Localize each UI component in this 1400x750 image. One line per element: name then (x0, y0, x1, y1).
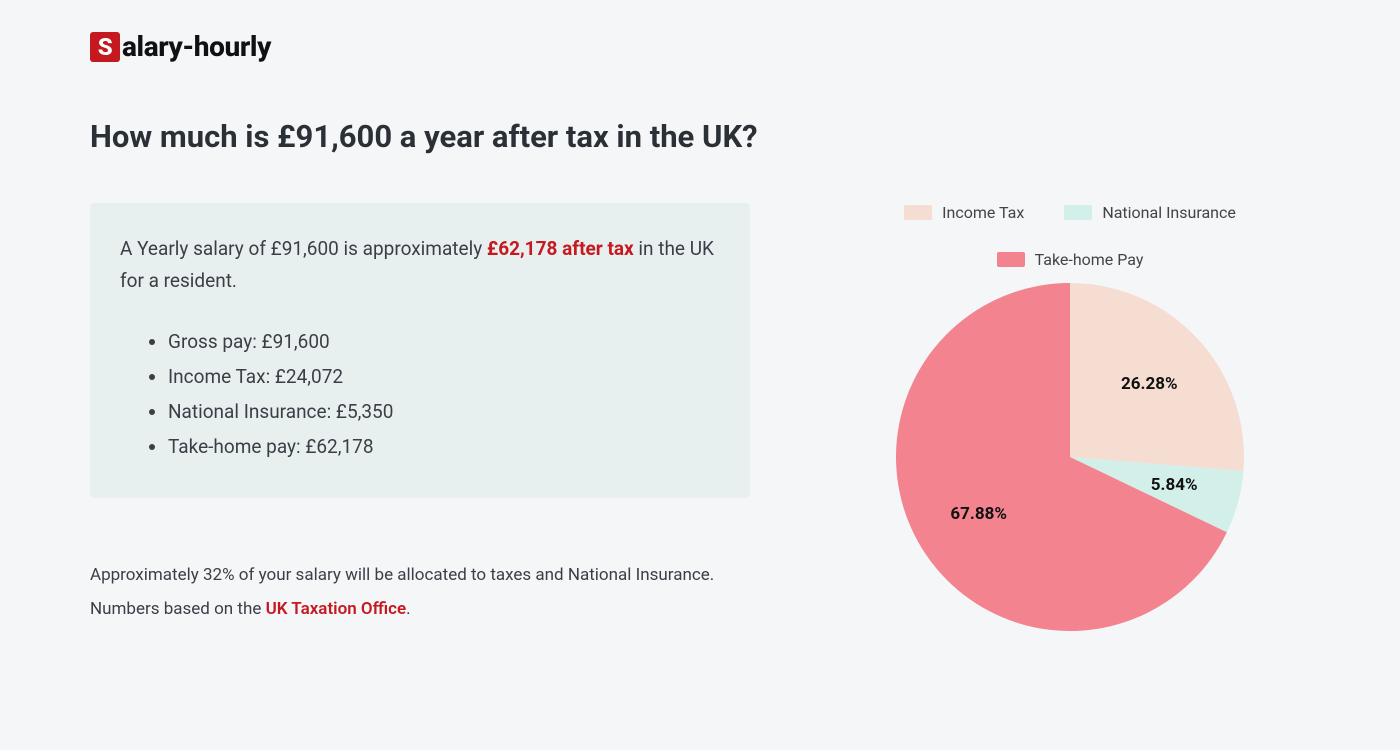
logo-text: alary-hourly (122, 30, 271, 63)
pie-svg (896, 283, 1244, 631)
legend-item: National Insurance (1064, 203, 1236, 222)
legend-label: Take-home Pay (1035, 250, 1144, 269)
summary-list: Gross pay: £91,600 Income Tax: £24,072 N… (120, 324, 720, 465)
pie-slice-label: 67.88% (950, 504, 1007, 524)
content-row: A Yearly salary of £91,600 is approximat… (90, 203, 1310, 631)
site-logo[interactable]: Salary-hourly (90, 30, 1310, 63)
legend-label: Income Tax (942, 203, 1024, 222)
page-title: How much is £91,600 a year after tax in … (90, 118, 1310, 155)
summary-highlight: £62,178 after tax (487, 237, 634, 260)
footer-text: Approximately 32% of your salary will be… (90, 558, 750, 626)
summary-paragraph: A Yearly salary of £91,600 is approximat… (120, 233, 720, 298)
pie-chart: 26.28% 5.84% 67.88% (896, 283, 1244, 631)
legend-swatch (1064, 205, 1092, 220)
summary-card: A Yearly salary of £91,600 is approximat… (90, 203, 750, 498)
footer-line1: Approximately 32% of your salary will be… (90, 565, 714, 585)
legend-swatch (904, 205, 932, 220)
list-item-gross: Gross pay: £91,600 (168, 324, 720, 359)
left-column: A Yearly salary of £91,600 is approximat… (90, 203, 750, 626)
pie-slice-label: 5.84% (1151, 475, 1198, 495)
list-item-take-home: Take-home pay: £62,178 (168, 429, 720, 464)
legend-label: National Insurance (1102, 203, 1236, 222)
footer-line2-post: . (406, 599, 410, 619)
summary-pre: A Yearly salary of £91,600 is approximat… (120, 237, 487, 260)
logo-s-box: S (90, 32, 120, 62)
legend-swatch (997, 252, 1025, 267)
pie-slice-label: 26.28% (1121, 374, 1178, 394)
uk-taxation-link[interactable]: UK Taxation Office (266, 599, 407, 619)
legend-item: Income Tax (904, 203, 1024, 222)
footer-line2-pre: Numbers based on the (90, 599, 266, 619)
list-item-ni: National Insurance: £5,350 (168, 394, 720, 429)
chart-column: Income Tax National Insurance Take-home Pa… (830, 203, 1310, 631)
list-item-income-tax: Income Tax: £24,072 (168, 359, 720, 394)
chart-legend: Income Tax National Insurance Take-home Pa… (860, 203, 1280, 269)
legend-item: Take-home Pay (997, 250, 1144, 269)
